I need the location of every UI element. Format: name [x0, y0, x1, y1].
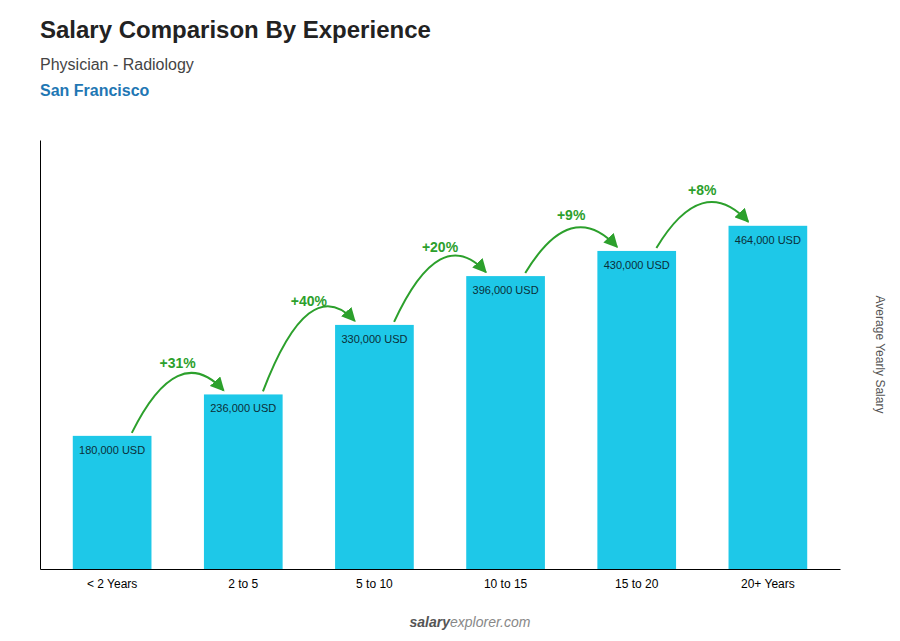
x-tick: 2 to 5	[228, 577, 258, 591]
x-tick: < 2 Years	[87, 577, 137, 591]
x-tick-label: 2 to 5	[228, 577, 258, 591]
x-tick-label: 10 to 15	[484, 577, 528, 591]
y-axis-line	[40, 141, 41, 570]
bar	[73, 436, 152, 569]
bar	[466, 276, 545, 569]
y-axis-title: Average Yearly Salary	[873, 296, 887, 414]
growth-label: +20%	[422, 239, 459, 255]
data-label: 430,000 USD	[604, 259, 670, 271]
growth-arrow	[394, 255, 486, 322]
x-tick: 5 to 10	[356, 577, 393, 591]
bar	[204, 394, 283, 569]
titles: Salary Comparison By Experience Physician…	[40, 16, 431, 99]
plot: 180,000 USD 236,000 USD 330,000 USD 396,000…	[41, 141, 841, 591]
bars	[73, 226, 807, 569]
x-tick: 20+ Years	[741, 577, 795, 591]
watermark-plain: explorer.com	[450, 614, 531, 630]
x-axis-line	[41, 569, 841, 570]
growth-label: +9%	[557, 207, 586, 223]
data-label: 396,000 USD	[473, 284, 539, 296]
x-tick-label: 5 to 10	[356, 577, 393, 591]
growth-annotations: +31% +40% +20% +9% +8%	[132, 182, 748, 433]
growth-label: +31%	[160, 355, 197, 371]
x-tick-label: < 2 Years	[87, 577, 137, 591]
data-label: 236,000 USD	[210, 402, 276, 414]
subtitle: San Francisco	[40, 82, 150, 99]
watermark-bold: salary	[410, 614, 452, 630]
watermark: salaryexplorer.com	[410, 614, 531, 630]
growth-arrow	[263, 306, 355, 391]
y-axis	[40, 141, 41, 570]
bar	[335, 325, 414, 569]
subtitle: Physician - Radiology	[40, 56, 194, 73]
x-tick: 15 to 20	[615, 577, 659, 591]
data-label: 464,000 USD	[735, 234, 801, 246]
data-label: 180,000 USD	[79, 444, 145, 456]
growth-label: +8%	[688, 182, 717, 198]
growth-arrow	[525, 227, 617, 273]
growth-arrow	[132, 373, 224, 433]
growth-label: +40%	[291, 293, 328, 309]
x-tick-label: 20+ Years	[741, 577, 795, 591]
growth-arrow	[656, 202, 748, 248]
x-tick-label: 15 to 20	[615, 577, 659, 591]
x-axis: < 2 Years 2 to 5 5 to 10 10 to 15 15 to 20 20…	[41, 570, 841, 591]
bar	[729, 226, 808, 569]
data-labels: 180,000 USD 236,000 USD 330,000 USD 396,000…	[79, 234, 801, 456]
x-tick: 10 to 15	[484, 577, 528, 591]
bar	[597, 251, 676, 569]
chart: Salary Comparison By Experience Physician…	[0, 0, 900, 641]
data-label: 330,000 USD	[341, 333, 407, 345]
title: Salary Comparison By Experience	[40, 16, 431, 43]
